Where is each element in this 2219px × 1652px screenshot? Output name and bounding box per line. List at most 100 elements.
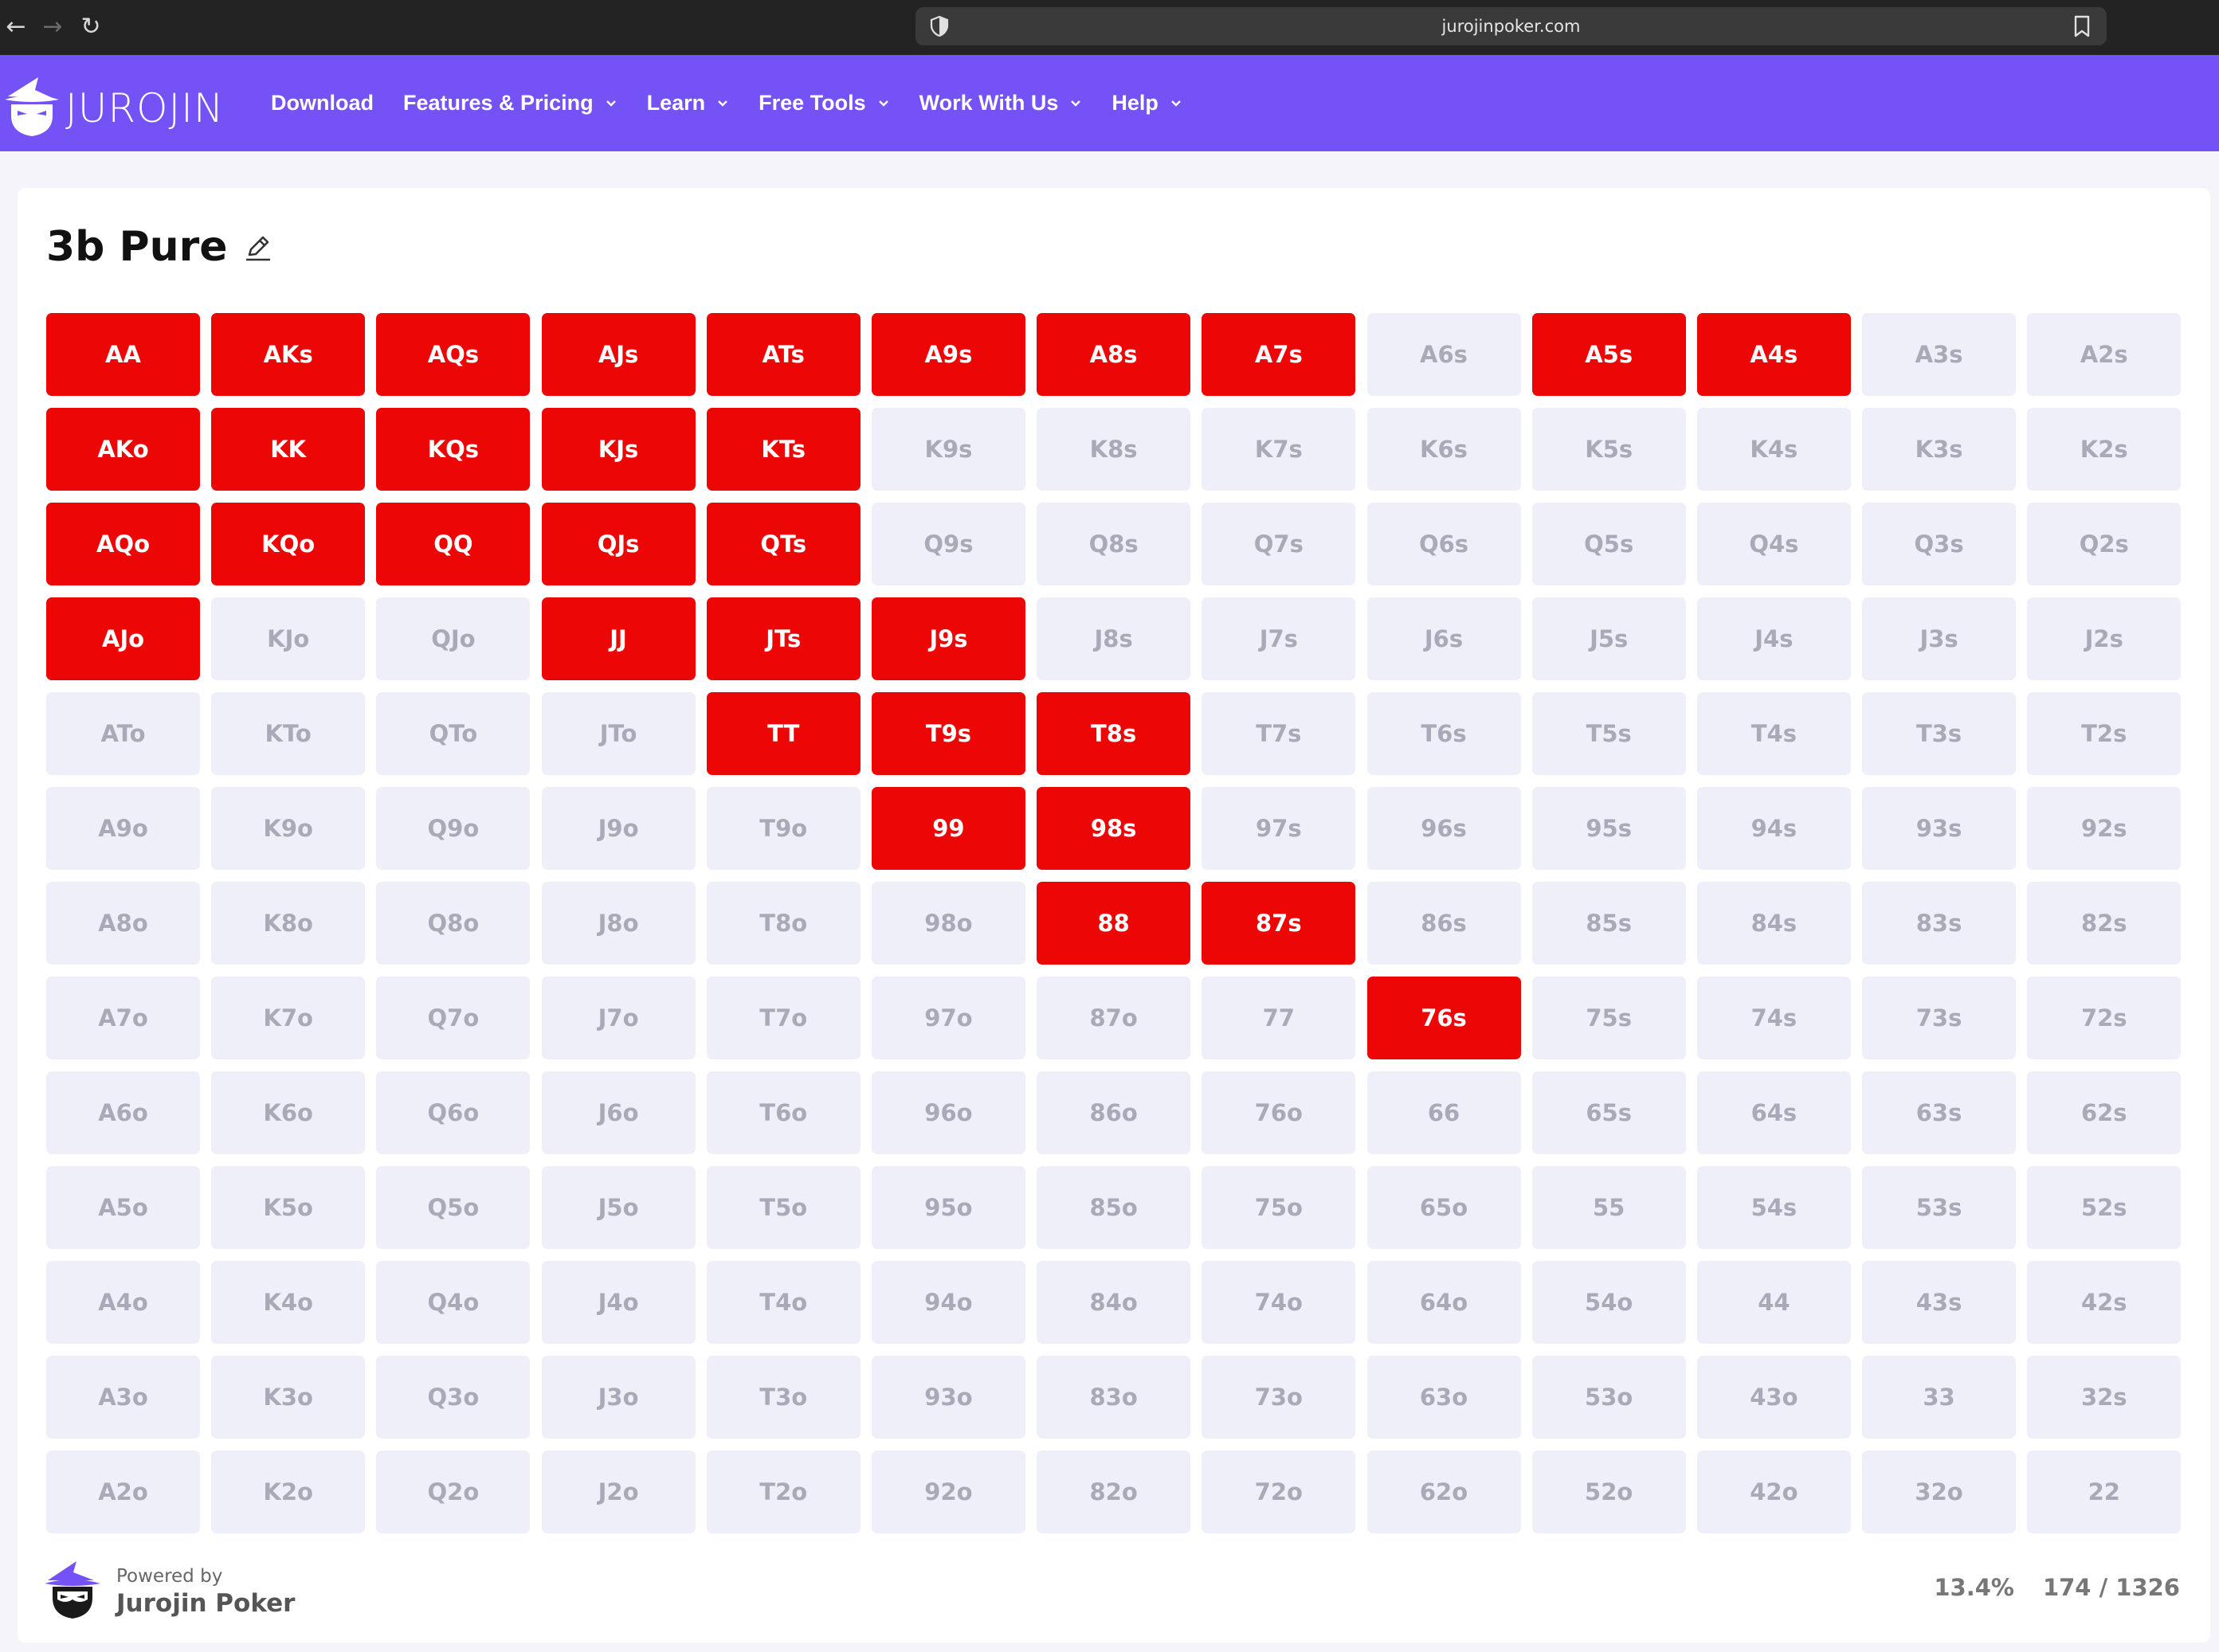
hand-cell-T9o[interactable]: T9o: [706, 787, 861, 870]
hand-cell-T8o[interactable]: T8o: [706, 882, 861, 965]
hand-cell-A3s[interactable]: A3s: [1862, 313, 2017, 396]
hand-cell-87s[interactable]: 87s: [1202, 882, 1356, 965]
hand-cell-J7s[interactable]: J7s: [1202, 597, 1356, 680]
hand-cell-Q3s[interactable]: Q3s: [1862, 503, 2017, 585]
hand-cell-Q5s[interactable]: Q5s: [1531, 503, 1686, 585]
hand-cell-Q7o[interactable]: Q7o: [376, 977, 531, 1059]
hand-cell-A9s[interactable]: A9s: [871, 313, 1025, 396]
hand-cell-73s[interactable]: 73s: [1862, 977, 2017, 1059]
hand-cell-93o[interactable]: 93o: [871, 1356, 1025, 1439]
hand-cell-44[interactable]: 44: [1696, 1261, 1851, 1344]
hand-cell-Q5o[interactable]: Q5o: [376, 1166, 531, 1249]
hand-cell-72o[interactable]: 72o: [1202, 1450, 1356, 1533]
hand-cell-QQ[interactable]: QQ: [376, 503, 531, 585]
hand-cell-A9o[interactable]: A9o: [46, 787, 200, 870]
hand-cell-98o[interactable]: 98o: [871, 882, 1025, 965]
hand-cell-65o[interactable]: 65o: [1366, 1166, 1521, 1249]
hand-cell-Q8s[interactable]: Q8s: [1037, 503, 1191, 585]
menu-features-pricing[interactable]: Features & Pricing: [403, 91, 617, 115]
hand-cell-K9o[interactable]: K9o: [211, 787, 366, 870]
hand-cell-QJo[interactable]: QJo: [376, 597, 531, 680]
hand-cell-83s[interactable]: 83s: [1862, 882, 2017, 965]
menu-free-tools[interactable]: Free Tools: [759, 91, 890, 115]
hand-cell-76o[interactable]: 76o: [1202, 1071, 1356, 1154]
hand-cell-T8s[interactable]: T8s: [1037, 692, 1191, 775]
hand-cell-86o[interactable]: 86o: [1037, 1071, 1191, 1154]
hand-cell-Q9o[interactable]: Q9o: [376, 787, 531, 870]
hand-cell-KTo[interactable]: KTo: [211, 692, 366, 775]
hand-cell-43o[interactable]: 43o: [1696, 1356, 1851, 1439]
hand-cell-A7o[interactable]: A7o: [46, 977, 200, 1059]
hand-cell-74o[interactable]: 74o: [1202, 1261, 1356, 1344]
hand-cell-Q4s[interactable]: Q4s: [1696, 503, 1851, 585]
shield-icon[interactable]: [927, 14, 952, 39]
hand-cell-J7o[interactable]: J7o: [541, 977, 696, 1059]
hand-cell-A5o[interactable]: A5o: [46, 1166, 200, 1249]
hand-cell-T3s[interactable]: T3s: [1862, 692, 2017, 775]
hand-cell-K8s[interactable]: K8s: [1037, 408, 1191, 491]
hand-cell-82s[interactable]: 82s: [2027, 882, 2182, 965]
hand-cell-AQo[interactable]: AQo: [46, 503, 200, 585]
hand-cell-62s[interactable]: 62s: [2027, 1071, 2182, 1154]
hand-cell-Q8o[interactable]: Q8o: [376, 882, 531, 965]
hand-cell-QJs[interactable]: QJs: [541, 503, 696, 585]
hand-cell-T2s[interactable]: T2s: [2027, 692, 2182, 775]
hand-cell-55[interactable]: 55: [1531, 1166, 1686, 1249]
hand-cell-96o[interactable]: 96o: [871, 1071, 1025, 1154]
hand-cell-72s[interactable]: 72s: [2027, 977, 2182, 1059]
hand-cell-K9s[interactable]: K9s: [871, 408, 1025, 491]
hand-cell-A8o[interactable]: A8o: [46, 882, 200, 965]
hand-cell-J9s[interactable]: J9s: [871, 597, 1025, 680]
hand-cell-T3o[interactable]: T3o: [706, 1356, 861, 1439]
hand-cell-43s[interactable]: 43s: [1862, 1261, 2017, 1344]
hand-cell-K6s[interactable]: K6s: [1366, 408, 1521, 491]
hand-cell-52o[interactable]: 52o: [1531, 1450, 1686, 1533]
hand-cell-AQs[interactable]: AQs: [376, 313, 531, 396]
hand-cell-K8o[interactable]: K8o: [211, 882, 366, 965]
hand-cell-AJs[interactable]: AJs: [541, 313, 696, 396]
hand-cell-82o[interactable]: 82o: [1037, 1450, 1191, 1533]
hand-cell-ATo[interactable]: ATo: [46, 692, 200, 775]
hand-cell-65s[interactable]: 65s: [1531, 1071, 1686, 1154]
hand-cell-J4o[interactable]: J4o: [541, 1261, 696, 1344]
menu-learn[interactable]: Learn: [647, 91, 730, 115]
hand-cell-KQs[interactable]: KQs: [376, 408, 531, 491]
hand-cell-KJo[interactable]: KJo: [211, 597, 366, 680]
hand-cell-75o[interactable]: 75o: [1202, 1166, 1356, 1249]
hand-cell-K7o[interactable]: K7o: [211, 977, 366, 1059]
hand-cell-22[interactable]: 22: [2027, 1450, 2182, 1533]
hand-cell-J6o[interactable]: J6o: [541, 1071, 696, 1154]
hand-cell-K5o[interactable]: K5o: [211, 1166, 366, 1249]
hand-cell-T5o[interactable]: T5o: [706, 1166, 861, 1249]
hand-cell-33[interactable]: 33: [1862, 1356, 2017, 1439]
hand-cell-63s[interactable]: 63s: [1862, 1071, 2017, 1154]
hand-cell-66[interactable]: 66: [1366, 1071, 1521, 1154]
hand-cell-99[interactable]: 99: [871, 787, 1025, 870]
hand-cell-K6o[interactable]: K6o: [211, 1071, 366, 1154]
hand-cell-AKs[interactable]: AKs: [211, 313, 366, 396]
hand-cell-T5s[interactable]: T5s: [1531, 692, 1686, 775]
hand-cell-K3o[interactable]: K3o: [211, 1356, 366, 1439]
hand-cell-84o[interactable]: 84o: [1037, 1261, 1191, 1344]
hand-cell-T7s[interactable]: T7s: [1202, 692, 1356, 775]
menu-work-with-us[interactable]: Work With Us: [919, 91, 1083, 115]
hand-cell-A6s[interactable]: A6s: [1366, 313, 1521, 396]
hand-cell-95o[interactable]: 95o: [871, 1166, 1025, 1249]
hand-cell-94s[interactable]: 94s: [1696, 787, 1851, 870]
hand-cell-KJs[interactable]: KJs: [541, 408, 696, 491]
hand-cell-J6s[interactable]: J6s: [1366, 597, 1521, 680]
hand-cell-53s[interactable]: 53s: [1862, 1166, 2017, 1249]
hand-cell-T4o[interactable]: T4o: [706, 1261, 861, 1344]
hand-cell-64o[interactable]: 64o: [1366, 1261, 1521, 1344]
hand-cell-Q3o[interactable]: Q3o: [376, 1356, 531, 1439]
hand-cell-A4s[interactable]: A4s: [1696, 313, 1851, 396]
hand-cell-84s[interactable]: 84s: [1696, 882, 1851, 965]
pencil-edit-icon[interactable]: [241, 231, 275, 264]
hand-cell-Q4o[interactable]: Q4o: [376, 1261, 531, 1344]
hand-cell-K4s[interactable]: K4s: [1696, 408, 1851, 491]
hand-cell-A8s[interactable]: A8s: [1037, 313, 1191, 396]
hand-cell-T2o[interactable]: T2o: [706, 1450, 861, 1533]
hand-cell-J4s[interactable]: J4s: [1696, 597, 1851, 680]
hand-cell-85o[interactable]: 85o: [1037, 1166, 1191, 1249]
hand-cell-KTs[interactable]: KTs: [706, 408, 861, 491]
